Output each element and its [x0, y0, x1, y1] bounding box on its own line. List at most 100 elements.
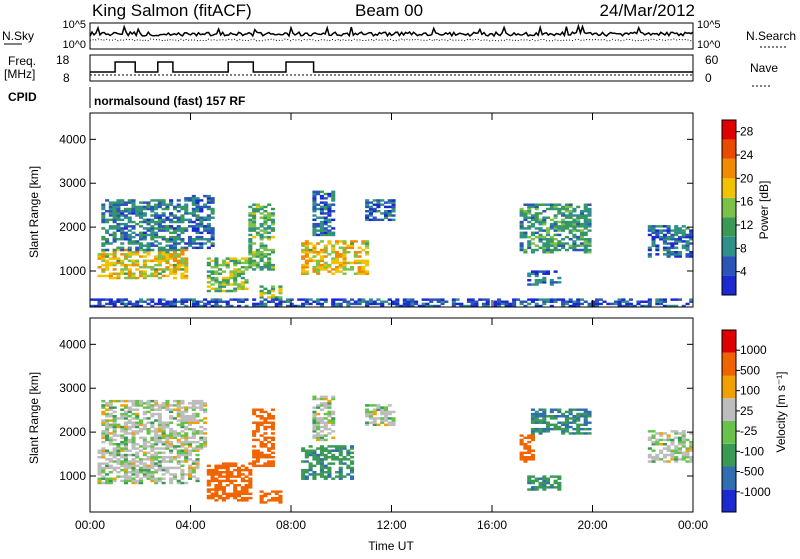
echo-cell — [120, 268, 125, 271]
echo-cell — [655, 453, 660, 457]
echo-cell — [131, 443, 136, 446]
echo-cell — [564, 419, 569, 422]
echo-cell — [169, 231, 174, 235]
echo-cell — [655, 443, 660, 446]
echo-cell — [180, 257, 185, 260]
echo-cell — [252, 421, 257, 424]
echo-cell — [169, 445, 174, 448]
echo-cell — [214, 488, 219, 491]
echo-cell — [542, 218, 547, 222]
echo-cell — [485, 298, 490, 301]
echo-cell — [662, 447, 667, 450]
echo-cell — [542, 475, 547, 478]
echo-cell — [534, 302, 539, 306]
echo-cell — [572, 304, 577, 308]
echo-cell — [621, 304, 626, 308]
echo-cell — [421, 302, 426, 306]
echo-cell — [188, 415, 193, 418]
echo-cell — [500, 302, 505, 306]
echo-cell — [674, 240, 679, 243]
echo-cell — [116, 210, 121, 213]
echo-cell — [116, 272, 121, 275]
echo-cell — [384, 417, 389, 420]
echo-cell — [350, 298, 355, 301]
echo-cell — [131, 464, 136, 468]
echo-cell — [214, 486, 219, 489]
echo-cell — [255, 263, 260, 267]
echo-cell — [154, 216, 159, 219]
echo-cell — [542, 281, 547, 284]
echo-cell — [120, 298, 125, 301]
echo-cell — [270, 251, 275, 254]
echo-cell — [357, 302, 362, 306]
echo-cell — [263, 494, 268, 498]
echo-cell — [666, 235, 671, 239]
echo-cell — [150, 423, 155, 427]
echo-cell — [655, 302, 660, 306]
echo-cell — [112, 207, 117, 211]
echo-cell — [677, 436, 682, 440]
echo-cell — [350, 460, 355, 463]
echo-cell — [357, 272, 362, 275]
echo-cell — [157, 451, 162, 455]
echo-cell — [240, 490, 245, 493]
echo-cell — [338, 304, 343, 308]
echo-cell — [312, 475, 317, 478]
echo-cell — [199, 238, 204, 241]
echo-cell — [101, 447, 106, 450]
echo-cell — [101, 263, 106, 267]
echo-cell — [157, 263, 162, 267]
echo-cell — [538, 408, 543, 411]
echo-cell — [195, 449, 200, 452]
echo-cell — [131, 481, 136, 485]
echo-cell — [685, 456, 690, 459]
echo-cell — [568, 205, 573, 209]
echo-cell — [157, 255, 162, 258]
echo-cell — [199, 399, 204, 403]
echo-cell — [105, 231, 110, 235]
echo-cell — [368, 300, 373, 303]
echo-cell — [108, 212, 113, 215]
echo-cell — [120, 404, 125, 407]
echo-cell — [108, 406, 113, 409]
echo-cell — [561, 430, 566, 433]
echo-cell — [146, 274, 151, 278]
echo-cell — [161, 443, 166, 446]
echo-cell — [214, 499, 219, 502]
echo-cell — [561, 220, 566, 224]
echo-cell — [327, 412, 332, 416]
echo-cell — [127, 415, 132, 418]
echo-cell — [263, 445, 268, 448]
echo-cell — [112, 425, 117, 429]
echo-cell — [331, 190, 336, 194]
echo-cell — [248, 484, 253, 487]
echo-cell — [519, 222, 524, 226]
echo-cell — [120, 464, 125, 468]
echo-cell — [135, 214, 140, 217]
cpid-label: CPID — [8, 90, 37, 104]
echo-cell — [112, 434, 117, 437]
echo-cell — [116, 203, 121, 206]
echo-cell — [282, 300, 287, 303]
echo-cell — [530, 449, 535, 452]
echo-cell — [519, 246, 524, 250]
echo-cell — [131, 253, 136, 256]
echo-cell — [101, 268, 106, 271]
colorbar-swatch — [722, 197, 736, 218]
echo-cell — [191, 194, 196, 198]
echo-cell — [534, 486, 539, 489]
echo-cell — [191, 197, 196, 200]
echo-cell — [384, 406, 389, 409]
echo-cell — [150, 430, 155, 433]
echo-cell — [451, 304, 456, 308]
echo-cell — [97, 266, 102, 269]
echo-cell — [576, 430, 581, 433]
echo-cell — [553, 214, 558, 217]
echo-cell — [368, 417, 373, 420]
echo-cell — [184, 263, 189, 267]
echo-cell — [274, 496, 279, 500]
echo-cell — [561, 423, 566, 427]
echo-cell — [327, 432, 332, 435]
echo-cell — [542, 210, 547, 213]
